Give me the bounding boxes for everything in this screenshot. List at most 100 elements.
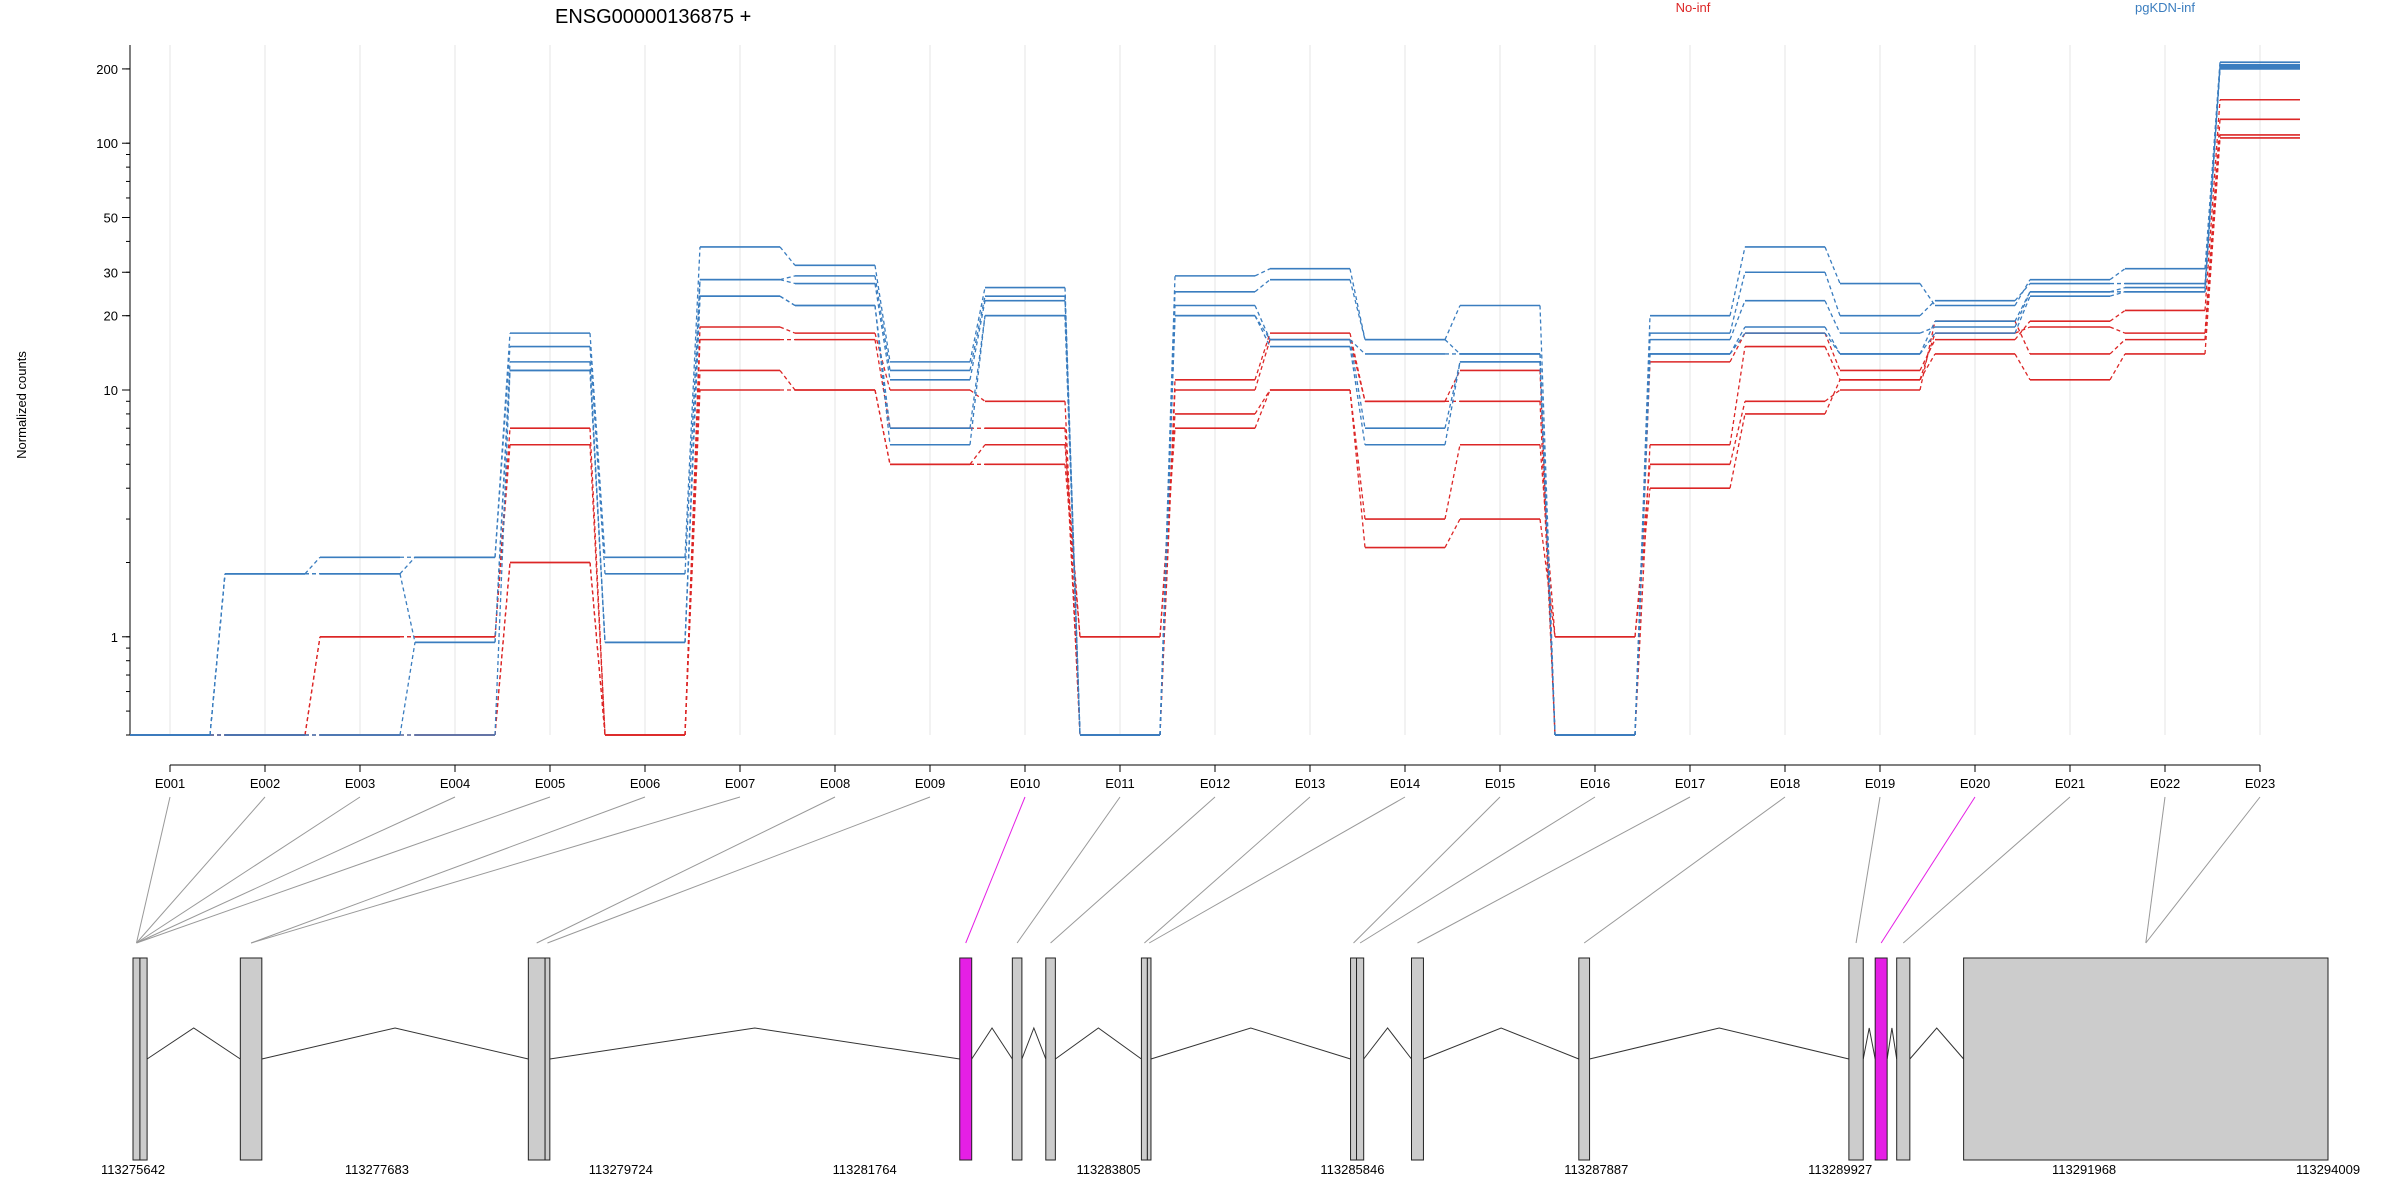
series-connector: [969, 296, 986, 371]
series-connector: [2014, 279, 2031, 306]
series-connector: [779, 275, 796, 281]
series-connector: [1539, 361, 1556, 736]
series-connector: [589, 333, 606, 558]
series-connector: [1254, 332, 1271, 380]
series-connector: [1919, 320, 1936, 355]
x-tick-label-e011: E011: [1105, 776, 1134, 791]
series-connector: [1349, 268, 1366, 340]
y-tick-label: 50: [104, 211, 118, 226]
x-tick-label-e015: E015: [1485, 776, 1515, 791]
series-connector: [2109, 309, 2126, 322]
series-connector: [1919, 300, 1936, 317]
intron-line: [146, 1027, 241, 1060]
exon-connector: [1902, 796, 2071, 944]
y-axis: 1 10 20 30 50 100 200: [96, 45, 131, 736]
series-connector: [2109, 286, 2126, 293]
series-connector: [2109, 353, 2126, 381]
series-connector: [1159, 315, 1176, 736]
series-connector: [684, 296, 701, 643]
series-connector: [2109, 291, 2126, 297]
series-connector: [494, 370, 511, 643]
y-tick-label: 200: [96, 62, 118, 77]
series-connector: [1444, 444, 1461, 520]
series-connector: [494, 346, 511, 558]
intron-line: [1886, 1027, 1898, 1060]
genomic-axis: 113275642 113277683 113279724 113281764 1132…: [101, 1162, 2360, 1177]
series-connector: [874, 339, 891, 429]
exon-box: [1896, 957, 1911, 1161]
series-connector: [1349, 339, 1366, 402]
series-connector: [589, 370, 606, 643]
series-connector: [2014, 291, 2031, 322]
x-tick-label-e001: E001: [155, 776, 185, 791]
series-connector: [2014, 291, 2031, 328]
series-connector: [1919, 353, 1936, 381]
y-tick-label: 20: [104, 309, 118, 324]
exon-connector: [547, 796, 931, 944]
x-tick-label-e019: E019: [1865, 776, 1895, 791]
genomic-coordinate-label: 113285846: [1320, 1162, 1384, 1177]
x-tick-label-e022: E022: [2150, 776, 2180, 791]
series-connector: [1729, 332, 1746, 355]
exon-box: [959, 957, 973, 1161]
exon-box: [1410, 957, 1424, 1161]
series-connector: [874, 389, 891, 465]
series-connector: [1824, 346, 1841, 381]
intron-line: [261, 1027, 529, 1060]
series-connector: [2204, 68, 2221, 292]
series-connector: [1634, 333, 1651, 736]
exon-connector: [135, 796, 171, 944]
x-tick-label-e020: E020: [1960, 776, 1990, 791]
gene-model: [132, 957, 2329, 1161]
series-connector: [209, 573, 226, 736]
intron-line: [1055, 1027, 1142, 1060]
exon-connector: [1016, 796, 1121, 944]
intron-line: [549, 1027, 960, 1060]
x-tick-label-e023: E023: [2245, 776, 2275, 791]
genomic-coordinate-label: 113275642: [101, 1162, 165, 1177]
intron-line: [1150, 1027, 1351, 1060]
series-connector: [1919, 332, 1936, 380]
series-connector: [1444, 518, 1461, 548]
series-connector: [1444, 305, 1461, 340]
exon-connector: [1050, 796, 1216, 944]
exon-connector: [1417, 796, 1691, 944]
series-connector: [779, 370, 796, 391]
genomic-coordinate-label: 113294009: [2296, 1162, 2360, 1177]
series-connector: [399, 642, 416, 736]
exon-connector: [1148, 796, 1406, 944]
genomic-coordinate-label: 113289927: [1808, 1162, 1872, 1177]
series-connector: [969, 444, 986, 465]
series-lines: [130, 61, 2300, 736]
series-connector: [2204, 99, 2221, 311]
series-connector: [1729, 401, 1746, 465]
x-tick-label-e017: E017: [1675, 776, 1705, 791]
x-tick-label-e021: E021: [2055, 776, 2085, 791]
intron-line: [1909, 1027, 1964, 1060]
series-connector: [1824, 246, 1841, 284]
x-tick-label-e003: E003: [345, 776, 375, 791]
exon-box: [132, 957, 141, 1161]
exon-connector: [2145, 796, 2166, 944]
genomic-coordinate-label: 113277683: [345, 1162, 409, 1177]
intron-line: [971, 1027, 1013, 1060]
series-connector: [1729, 326, 1746, 355]
series-connector: [1349, 339, 1366, 429]
series-connector: [779, 326, 796, 334]
series-connector: [589, 428, 606, 736]
series-connector: [2014, 283, 2031, 302]
exon-connector: [136, 796, 456, 944]
exon-connector: [1880, 796, 1976, 944]
x-tick-label-e005: E005: [535, 776, 565, 791]
genomic-coordinate-label: 113279724: [589, 1162, 653, 1177]
series-connector: [2014, 353, 2031, 381]
series-connector: [1254, 268, 1271, 277]
y-axis-label: Normalized counts: [14, 351, 29, 459]
series-connector: [1824, 326, 1841, 355]
x-tick-label-e007: E007: [725, 776, 755, 791]
series-connector: [874, 265, 891, 362]
exon-connector: [136, 796, 551, 944]
series-connector: [2109, 326, 2126, 334]
series-connector: [1064, 428, 1081, 736]
